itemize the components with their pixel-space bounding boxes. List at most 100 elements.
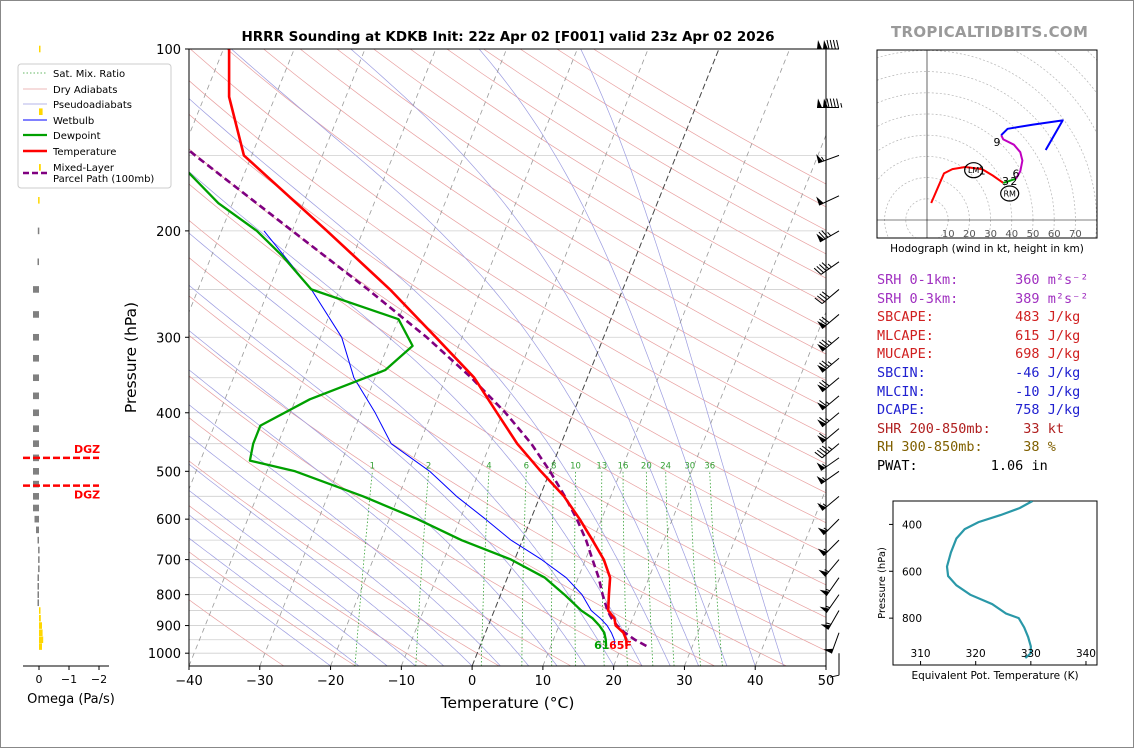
omega-bar [36, 526, 39, 534]
dry-adiabat [336, 49, 826, 355]
index-row: MLCIN: -10 J/kg [877, 383, 1088, 402]
theta-x-tick-label: 340 [1076, 648, 1096, 660]
y-axis-label: Pressure (hPa) [122, 302, 140, 413]
dry-adiabat [446, 49, 826, 279]
mixing-ratio-label: 36 [704, 461, 715, 471]
mixing-ratio-label: 8 [551, 461, 556, 471]
barb-half [823, 527, 828, 531]
barb-full [821, 445, 830, 453]
barb-full [819, 318, 828, 326]
legend-label: Dry Adiabats [53, 85, 117, 96]
wind-barb [816, 195, 840, 206]
isotherm [400, 49, 649, 666]
hodograph-height-label: 2 [1010, 175, 1017, 188]
dry-adiabat [189, 375, 643, 666]
index-unit: J/kg [1047, 364, 1081, 381]
omega-bar [33, 374, 39, 382]
dry-adiabat [556, 49, 826, 208]
barb-flag [817, 402, 826, 410]
y-tick-label: 200 [156, 225, 181, 240]
barb-half [840, 102, 843, 108]
pseudoadiabat [350, 49, 728, 666]
x-axis-label: Temperature (°C) [440, 694, 575, 712]
x-tick-label: −10 [388, 674, 415, 689]
series-wetbulb [263, 230, 616, 647]
index-value: -46 [1007, 364, 1048, 381]
theta-y-tick-label: 400 [902, 519, 922, 531]
index-label: SBCAPE: [877, 309, 1008, 326]
barb-full [819, 293, 828, 300]
pseudoadiabat [189, 537, 360, 666]
index-row: MUCAPE: 698 J/kg [877, 345, 1088, 364]
barb-full [819, 447, 828, 455]
dry-adiabat [189, 113, 826, 524]
barb-full [821, 360, 830, 367]
wind-barb [819, 594, 840, 613]
storm-motion-marker [1000, 185, 1020, 202]
theta-x-axis-label: Equivalent Pot. Temperature (K) [911, 670, 1078, 682]
barb-staff [821, 289, 840, 304]
mixing-ratio-line [480, 471, 490, 666]
omega-bar [38, 556, 40, 563]
index-row: RH 300-850mb: 38 % [877, 438, 1088, 457]
wind-barb [817, 428, 840, 444]
dry-adiabat [189, 219, 826, 618]
barb-half [827, 340, 832, 344]
wind-barb [817, 395, 840, 411]
index-unit: J/kg [1047, 346, 1081, 363]
wind-barb [817, 377, 840, 393]
barb-full [819, 382, 828, 389]
wind-barb [817, 336, 840, 352]
hodograph-ring-label: 60 [1048, 229, 1061, 240]
barb-full [816, 265, 824, 273]
barb-half [821, 156, 825, 162]
index-row: SRH 0-3km: 389 m²s⁻² [877, 290, 1088, 309]
barb-full [821, 316, 830, 324]
wind-barb [823, 632, 840, 654]
skewt-background-lines: 1 2 4 6 8 10 13 16 20 24 30 36 [189, 49, 826, 666]
hodograph-height-label: 9 [993, 136, 1000, 149]
index-unit: J/kg [1047, 327, 1081, 344]
x-tick-label: 0 [468, 674, 476, 689]
index-row: MLCAPE: 615 J/kg [877, 327, 1088, 346]
omega-bar [39, 629, 43, 637]
index-label: RH 300-850mb: [877, 439, 1008, 456]
wind-barb [817, 518, 840, 536]
wind-barb [818, 559, 840, 577]
surface-temperature-label: 65F [609, 639, 632, 652]
x-tick-label: −40 [175, 674, 202, 689]
omega-bar [33, 480, 39, 488]
index-value: 483 [1007, 309, 1048, 326]
y-tick-label: 300 [156, 331, 181, 346]
barb-flag [816, 196, 824, 206]
barb-full [829, 39, 833, 50]
wind-barb [817, 495, 840, 511]
chart-title: HRRR Sounding at KDKB Init: 22z Apr 02 [… [241, 29, 774, 45]
mixing-ratio-line [574, 471, 576, 666]
dry-adiabat [189, 334, 715, 666]
dry-adiabat [190, 49, 826, 465]
index-label: MLCAPE: [877, 327, 1008, 344]
wind-barb [813, 261, 840, 275]
dry-adiabat [189, 148, 826, 554]
barb-staff [821, 314, 840, 329]
barb-half [827, 446, 833, 450]
site-brand: TROPICALTIDBITS.COM [891, 23, 1089, 41]
pseudoadiabat [189, 514, 388, 666]
mixing-ratio-line [415, 471, 429, 666]
barb-full [819, 264, 827, 272]
barb-full [821, 379, 830, 387]
barb-staff [820, 457, 840, 471]
index-row: SRH 0-1km: 360 m²s⁻² [877, 271, 1088, 290]
wind-barb [817, 539, 840, 557]
barb-staff [820, 470, 840, 485]
index-value: 758 [1007, 402, 1048, 419]
index-unit: J/kg [1047, 309, 1081, 326]
barb-full [819, 400, 828, 407]
isotherm [471, 49, 720, 666]
barb-staff [831, 632, 840, 654]
barb-half [827, 361, 832, 365]
legend-label: Sat. Mix. Ratio [53, 69, 125, 80]
barb-staff [825, 594, 840, 613]
barb-staff [818, 195, 840, 206]
